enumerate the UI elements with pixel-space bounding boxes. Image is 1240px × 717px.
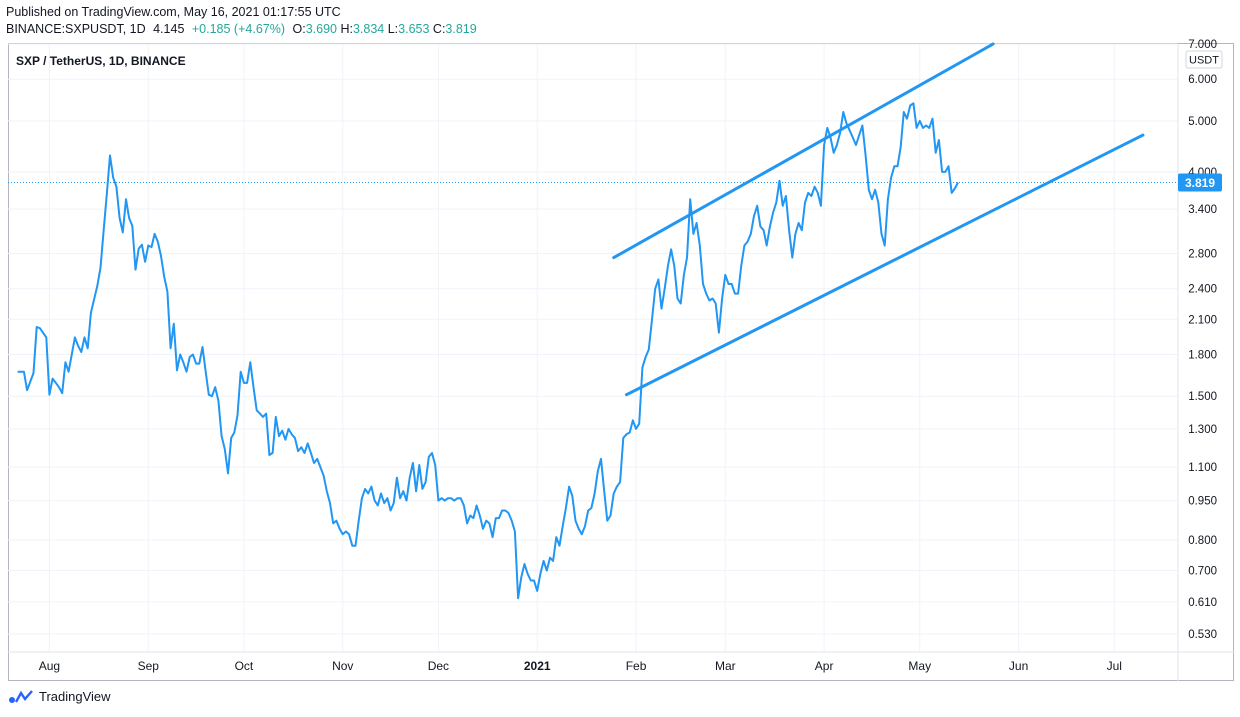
tradingview-logo-icon: [9, 689, 33, 703]
last-price-tag-label: 3.819: [1185, 176, 1215, 190]
low-value: 3.653: [398, 22, 430, 36]
y-tick-label: 2.100: [1188, 314, 1217, 326]
unit-label: USDT: [1189, 55, 1219, 67]
symbol-ohlc-line: BINANCE:SXPUSDT, 1D 4.145 +0.185 (+4.67%…: [6, 22, 477, 36]
x-tick-label: May: [908, 659, 931, 673]
x-tick-label: Feb: [626, 659, 647, 673]
y-tick-label: 5.000: [1188, 116, 1217, 128]
upper-channel-line[interactable]: [612, 42, 995, 260]
last-price-value: 4.145: [153, 22, 185, 36]
high-label: H:: [340, 22, 353, 36]
y-tick-label: 1.100: [1188, 462, 1217, 474]
lower-channel-line[interactable]: [624, 133, 1145, 397]
y-tick-label: 2.400: [1188, 284, 1217, 296]
close-value: 3.819: [445, 22, 477, 36]
y-tick-label: 0.700: [1188, 565, 1217, 577]
y-tick-label: 0.800: [1188, 535, 1217, 547]
x-tick-label: Dec: [428, 659, 449, 673]
y-tick-label: 0.530: [1188, 629, 1217, 641]
close-label: C:: [432, 22, 446, 36]
x-tick-label: Apr: [815, 659, 834, 673]
x-tick-label: Nov: [332, 659, 353, 673]
high-value: 3.834: [352, 22, 385, 36]
x-tick-label: Mar: [715, 659, 736, 673]
y-tick-label: 0.950: [1188, 496, 1217, 508]
y-tick-label: 0.610: [1188, 597, 1217, 609]
y-tick-label: 3.400: [1188, 204, 1217, 216]
open-value: 3.690: [305, 22, 337, 36]
y-tick-label: 1.800: [1188, 350, 1217, 362]
x-tick-label: 2021: [524, 659, 551, 673]
symbol-label: BINANCE:SXPUSDT, 1D: [6, 22, 146, 36]
x-tick-label: Aug: [39, 659, 60, 673]
y-tick-label: 1.300: [1188, 424, 1217, 436]
y-tick-label: 2.800: [1188, 248, 1217, 260]
published-note: Published on TradingView.com, May 16, 20…: [6, 5, 341, 19]
footer-brand[interactable]: TradingView: [8, 689, 111, 704]
x-tick-label: Jun: [1009, 659, 1028, 673]
x-tick-label: Jul: [1107, 659, 1122, 673]
unit-label-box: [1185, 50, 1223, 69]
change-value: +0.185 (+4.67%): [191, 22, 285, 36]
chart-title: SXP / TetherUS, 1D, BINANCE: [16, 54, 186, 68]
low-label: L:: [387, 22, 399, 36]
y-tick-label: 7.000: [1188, 39, 1217, 51]
x-tick-label: Sep: [138, 659, 160, 673]
y-tick-label: 1.500: [1188, 391, 1217, 403]
y-tick-label: 6.000: [1188, 74, 1217, 86]
open-label: O:: [292, 22, 306, 36]
footer-brand-label: TradingView: [39, 689, 111, 704]
last-price-tag: [1178, 173, 1222, 192]
x-tick-label: Oct: [235, 659, 254, 673]
price-series-line[interactable]: [17, 102, 959, 600]
